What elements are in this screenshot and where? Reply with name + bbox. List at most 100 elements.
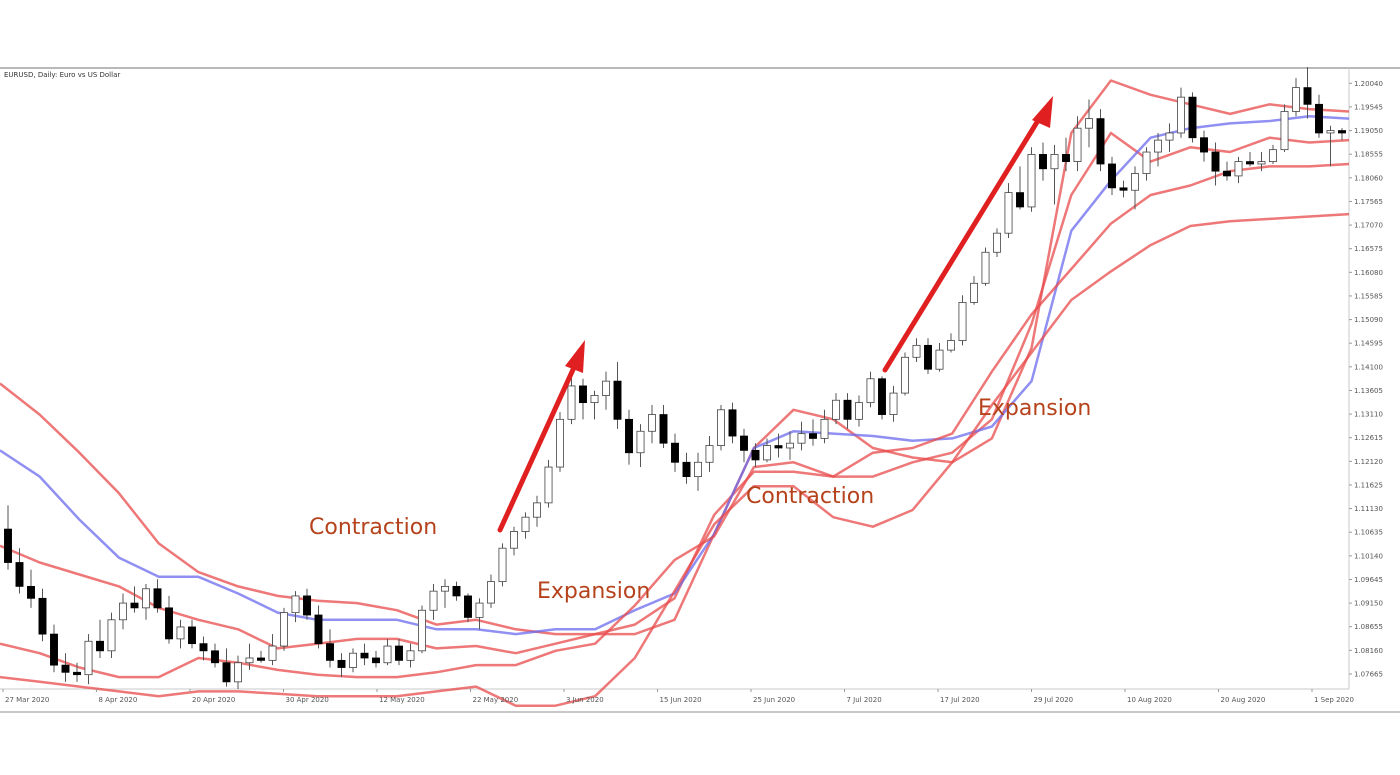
- bearish-candle-body: [751, 449, 760, 461]
- candle: [797, 421, 806, 451]
- y-tick-label: 1.13605: [1354, 387, 1383, 395]
- candle: [176, 619, 185, 649]
- bearish-candle-body: [38, 597, 47, 635]
- bullish-candle-body: [694, 461, 702, 478]
- candle: [751, 443, 760, 468]
- y-tick-label: 1.08160: [1354, 647, 1383, 655]
- bearish-candle-body: [613, 380, 622, 420]
- bearish-candle-body: [395, 645, 403, 661]
- bearish-candle-body: [682, 461, 691, 478]
- candle: [763, 438, 771, 463]
- candle: [1315, 94, 1323, 138]
- candle: [774, 433, 783, 458]
- bullish-candle-body: [1073, 127, 1082, 162]
- candle: [521, 512, 530, 539]
- time-axis-labels: 27 Mar 2020 8 Apr 2020 20 Apr 2020 30 Apr 2…: [2, 689, 1354, 704]
- bullish-candle-body: [498, 547, 507, 583]
- candle: [740, 428, 748, 463]
- x-tick-label: 25 Jun 2020: [753, 696, 795, 704]
- bearish-candle-body: [1188, 96, 1197, 139]
- bullish-candle-body: [556, 418, 564, 468]
- candle: [349, 648, 357, 673]
- candle: [452, 581, 461, 601]
- bullish-candle-body: [1269, 149, 1277, 162]
- bullish-candle-body: [763, 445, 771, 461]
- bullish-candle-body: [429, 590, 438, 611]
- candle: [27, 569, 35, 608]
- bullish-candle-body: [705, 445, 714, 463]
- bearish-candle-body: [211, 650, 219, 664]
- bearish-candle-body: [61, 664, 70, 673]
- x-tick-label: 8 Apr 2020: [99, 696, 138, 704]
- candle: [1292, 78, 1300, 117]
- candle: [268, 634, 277, 666]
- candle: [222, 648, 231, 687]
- expansion-arrow-1: [497, 340, 585, 533]
- candle: [648, 405, 656, 444]
- bearish-candle-body: [1211, 151, 1220, 172]
- candle: [498, 543, 507, 587]
- candle: [556, 412, 564, 472]
- candle: [1096, 109, 1105, 172]
- bearish-candle-body: [15, 562, 24, 587]
- candle: [119, 593, 127, 630]
- x-tick-label: 29 Jul 2020: [1034, 696, 1074, 704]
- bullish-candle-body: [832, 399, 840, 420]
- bullish-candle-body: [855, 402, 863, 420]
- candle: [1050, 144, 1059, 205]
- bullish-candle-body: [797, 433, 806, 444]
- bullish-candle-body: [533, 502, 541, 518]
- y-tick-label: 1.10635: [1354, 529, 1383, 537]
- x-tick-label: 3 Jun 2020: [566, 696, 604, 704]
- candle: [510, 526, 518, 556]
- x-tick-label: 17 Jul 2020: [940, 696, 980, 704]
- candle: [590, 390, 599, 420]
- candle: [15, 548, 24, 594]
- candle: [705, 436, 714, 472]
- y-tick-label: 1.10140: [1354, 552, 1383, 560]
- candle: [1027, 147, 1036, 212]
- bullish-candle-body: [602, 380, 610, 396]
- candle: [326, 629, 334, 668]
- candle: [786, 431, 794, 460]
- candle: [61, 653, 70, 682]
- bullish-candle-body: [1257, 161, 1266, 165]
- y-tick-label: 1.09645: [1354, 576, 1383, 584]
- candle: [153, 579, 162, 613]
- candle: [245, 643, 254, 670]
- bearish-candle-body: [740, 435, 748, 451]
- bearish-candle-body: [579, 385, 587, 404]
- bullish-candle-body: [119, 602, 127, 621]
- y-tick-label: 1.12120: [1354, 458, 1383, 466]
- candle: [1223, 161, 1231, 181]
- candle: [1280, 104, 1289, 153]
- candle: [360, 643, 369, 666]
- bullish-candle-body: [1326, 130, 1335, 134]
- bearish-candle-body: [1016, 192, 1024, 208]
- bullish-candle-body: [1085, 118, 1093, 129]
- bearish-candle-body: [1096, 118, 1105, 165]
- candle: [694, 452, 702, 491]
- bearish-candle-body: [96, 640, 104, 652]
- candle: [820, 409, 829, 444]
- y-tick-label: 1.17070: [1354, 222, 1383, 230]
- lower-inner-band-line: [0, 162, 1350, 679]
- candle: [107, 612, 116, 658]
- bearish-candle-body: [878, 378, 886, 415]
- candle: [1142, 147, 1151, 181]
- bullish-candle-body: [786, 442, 794, 449]
- bullish-candle-body: [947, 340, 955, 351]
- annotation-contraction-2: Contraction: [746, 484, 874, 509]
- candle: [1108, 156, 1116, 196]
- expansion-arrow-2: [882, 96, 1053, 373]
- bullish-candle-body: [1177, 96, 1185, 134]
- candle: [1119, 180, 1128, 198]
- bullish-candle-body: [406, 650, 415, 661]
- candle: [73, 662, 81, 682]
- bearish-candle-body: [314, 614, 323, 645]
- candle: [1073, 116, 1082, 172]
- bullish-candle-body: [866, 378, 875, 404]
- bearish-candle-body: [924, 344, 932, 370]
- bearish-candle-body: [50, 633, 58, 666]
- bullish-candle-body: [521, 516, 530, 532]
